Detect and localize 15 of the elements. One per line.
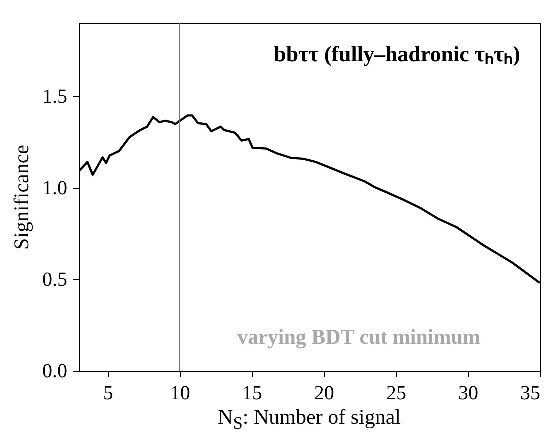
annotation: varying BDT cut minimum: [238, 325, 481, 349]
x-tick-label: 35: [520, 382, 540, 404]
y-axis-title: Significance: [10, 145, 34, 250]
text: bbττ (fully–hadronic τₕτₕ): [274, 41, 520, 66]
x-tick-label: 15: [242, 382, 262, 404]
x-tick-label: 10: [170, 382, 190, 404]
y-tick-label: 1.5: [42, 86, 68, 108]
x-tick-label: 20: [314, 382, 334, 404]
y-tick-label: 0.0: [42, 360, 68, 382]
x-tick-label: 5: [103, 382, 114, 404]
x-tick-label: 25: [386, 382, 406, 404]
x-tick-label: 30: [458, 382, 478, 404]
y-tick-label: 0.5: [42, 268, 68, 291]
y-tick-label: 1.0: [42, 177, 68, 200]
x-axis-title: N$_{S}$: Number of signal: [217, 405, 402, 434]
